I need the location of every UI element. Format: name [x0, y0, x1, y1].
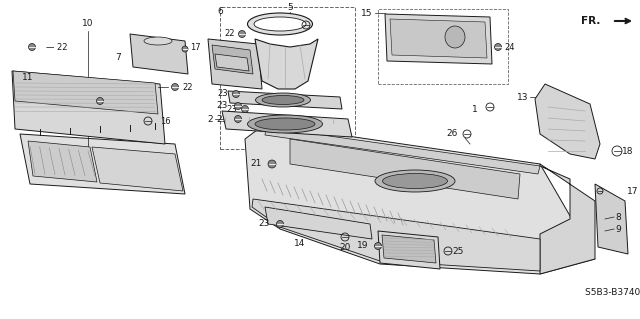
Text: S5B3-B3740 B: S5B3-B3740 B	[585, 288, 640, 297]
Circle shape	[182, 46, 188, 52]
Polygon shape	[92, 147, 183, 191]
Polygon shape	[540, 164, 595, 274]
Text: 16: 16	[160, 116, 170, 125]
Text: 24: 24	[505, 42, 515, 51]
Text: FR.: FR.	[580, 16, 600, 26]
Circle shape	[172, 84, 179, 91]
Text: 4: 4	[362, 226, 368, 235]
Bar	[378, 9, 508, 84]
Text: 9: 9	[615, 225, 621, 234]
Text: 8: 8	[615, 212, 621, 221]
Circle shape	[374, 242, 381, 249]
Text: 10: 10	[83, 19, 93, 28]
Circle shape	[239, 31, 246, 38]
Text: 23: 23	[218, 90, 228, 99]
Polygon shape	[385, 14, 492, 64]
Text: 11: 11	[22, 72, 33, 81]
Text: 22: 22	[183, 83, 193, 92]
Polygon shape	[255, 39, 318, 89]
Ellipse shape	[144, 37, 172, 45]
Circle shape	[97, 98, 104, 105]
Circle shape	[495, 43, 502, 50]
Circle shape	[232, 91, 239, 98]
Text: 6: 6	[217, 6, 223, 16]
Polygon shape	[208, 39, 262, 89]
Text: 7: 7	[115, 53, 121, 62]
Polygon shape	[228, 91, 342, 109]
Polygon shape	[20, 134, 185, 194]
Polygon shape	[390, 19, 487, 58]
Ellipse shape	[248, 115, 323, 133]
Ellipse shape	[254, 17, 306, 31]
Polygon shape	[535, 84, 600, 159]
Polygon shape	[595, 184, 628, 254]
Polygon shape	[215, 54, 249, 71]
Text: 20: 20	[339, 242, 351, 251]
Polygon shape	[290, 139, 520, 199]
Polygon shape	[378, 231, 440, 269]
Polygon shape	[265, 207, 372, 239]
Text: 1: 1	[472, 105, 478, 114]
Ellipse shape	[383, 174, 447, 189]
Text: 13: 13	[516, 93, 528, 101]
Text: 3: 3	[220, 60, 226, 69]
Polygon shape	[12, 71, 165, 144]
Ellipse shape	[375, 170, 455, 192]
Text: 21: 21	[251, 160, 262, 168]
Polygon shape	[13, 71, 158, 114]
Polygon shape	[212, 45, 253, 74]
Ellipse shape	[255, 118, 315, 130]
Ellipse shape	[262, 95, 304, 105]
Ellipse shape	[248, 13, 312, 35]
Text: 23: 23	[216, 115, 228, 123]
Polygon shape	[265, 127, 540, 174]
Text: 23: 23	[259, 219, 270, 228]
Polygon shape	[222, 111, 352, 137]
Circle shape	[268, 160, 276, 168]
Polygon shape	[382, 235, 436, 263]
Text: 23: 23	[216, 101, 228, 110]
Text: 25: 25	[452, 247, 464, 256]
Polygon shape	[252, 199, 540, 271]
Text: 18: 18	[622, 146, 634, 155]
Circle shape	[29, 43, 35, 50]
Text: 17: 17	[189, 42, 200, 51]
Text: 15: 15	[360, 9, 372, 18]
Text: 23: 23	[227, 105, 237, 114]
Text: 22: 22	[225, 29, 235, 39]
Ellipse shape	[255, 93, 310, 107]
Polygon shape	[130, 34, 188, 74]
Polygon shape	[245, 124, 595, 274]
Circle shape	[234, 115, 241, 122]
Bar	[220, 7, 355, 149]
Polygon shape	[28, 141, 97, 182]
Text: 19: 19	[356, 241, 368, 250]
Circle shape	[234, 102, 241, 109]
Text: 5: 5	[287, 4, 293, 12]
Circle shape	[241, 106, 248, 113]
Text: 17: 17	[627, 187, 639, 196]
Circle shape	[276, 220, 284, 227]
Text: 14: 14	[294, 240, 306, 249]
Text: 26: 26	[447, 130, 458, 138]
Text: — 17: — 17	[86, 86, 108, 95]
Text: 2: 2	[207, 115, 213, 123]
Ellipse shape	[445, 26, 465, 48]
Text: — 22: — 22	[46, 42, 67, 51]
